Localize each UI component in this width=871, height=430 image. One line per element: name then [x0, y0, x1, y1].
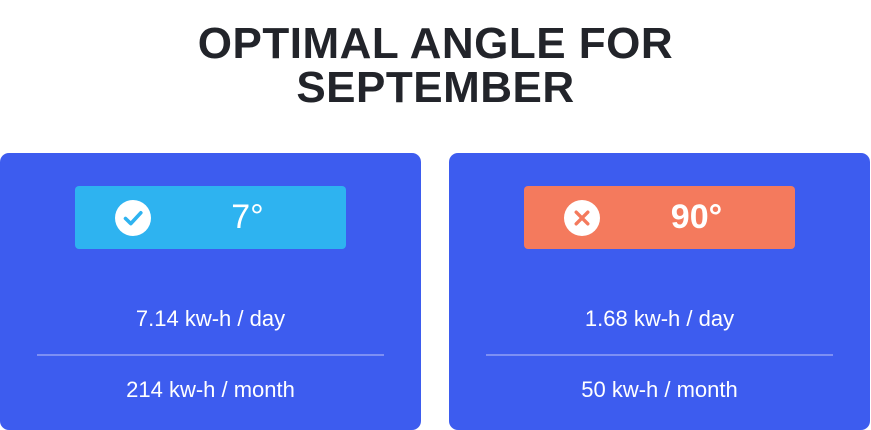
optimal-monthly-output: 214 kw-h / month	[126, 377, 295, 402]
optimal-angle-card: 7° 7.14 kw-h / day 214 kw-h / month	[0, 153, 421, 430]
optimal-daily-output: 7.14 kw-h / day	[135, 306, 286, 331]
page-title-line-2: SEPTEMBER	[296, 63, 575, 112]
vertical-monthly-output: 50 kw-h / month	[581, 377, 738, 402]
check-circle-icon	[114, 199, 152, 237]
vertical-angle-card: 90° 1.68 kw-h / day 50 kw-h / month	[449, 153, 870, 430]
page-title: OPTIMAL ANGLE FOR SEPTEMBER	[0, 22, 871, 110]
divider	[486, 354, 833, 356]
vertical-daily-output: 1.68 kw-h / day	[584, 306, 735, 331]
optimal-angle-badge: 7°	[75, 186, 346, 249]
x-circle-icon	[563, 199, 601, 237]
optimal-angle-value: 7°	[231, 198, 264, 236]
vertical-angle-value: 90°	[670, 198, 723, 236]
vertical-angle-badge: 90°	[524, 186, 795, 249]
page-title-line-1: OPTIMAL ANGLE FOR	[197, 19, 674, 68]
divider	[37, 354, 384, 356]
